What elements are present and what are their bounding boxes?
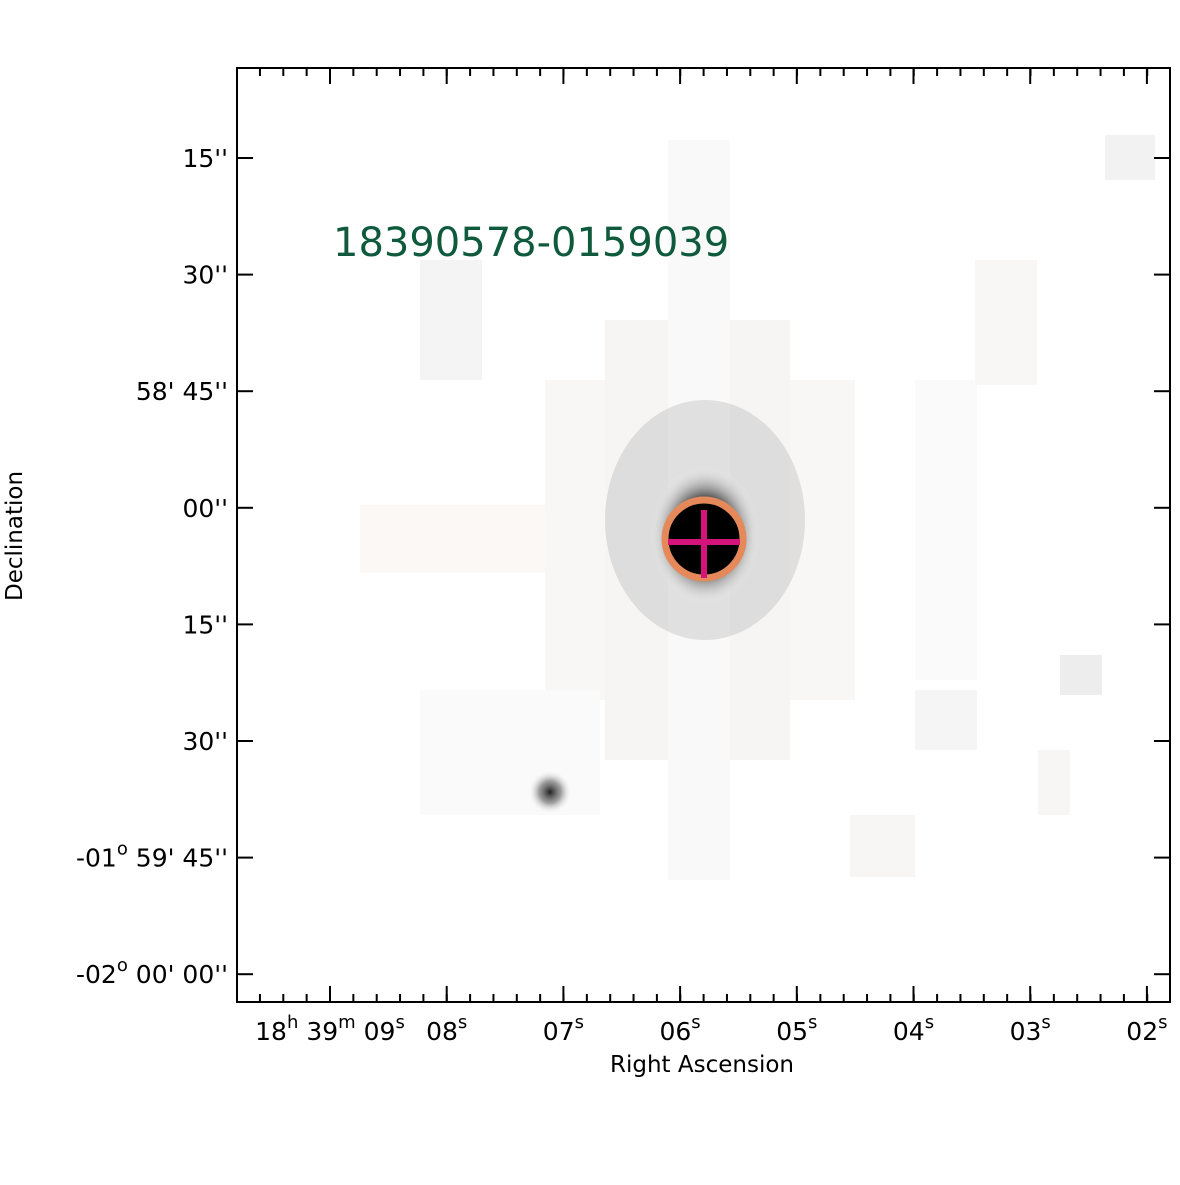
x-tick-label: 05s <box>776 1012 817 1046</box>
x-tick-label-part: h <box>287 1012 298 1033</box>
x-tick-label-part: s <box>575 1012 584 1033</box>
y-tick-label: 30'' <box>182 727 228 756</box>
x-tick-label-part: 06 <box>659 1017 691 1046</box>
y-tick-label-part: 15'' <box>182 144 228 173</box>
x-tick-label: 07s <box>543 1012 584 1046</box>
y-tick-label-part: o <box>117 955 128 976</box>
y-tick-label-part: 00' 00'' <box>128 960 228 989</box>
x-tick-label: 08s <box>426 1012 467 1046</box>
x-tick-label-part: 04 <box>893 1017 925 1046</box>
x-tick-label-part: 09 <box>356 1017 396 1046</box>
y-axis-label: Declination <box>2 471 28 601</box>
y-tick-label: 58' 45'' <box>136 377 228 406</box>
x-tick-label-part: s <box>808 1012 817 1033</box>
axis-ticks <box>237 68 1170 1002</box>
y-tick-label-part: 59' 45'' <box>128 844 228 873</box>
y-tick-label: 15'' <box>182 610 228 639</box>
x-tick-label-part: 07 <box>543 1017 575 1046</box>
y-tick-label-part: -02 <box>76 960 117 989</box>
x-tick-label-part: s <box>458 1012 467 1033</box>
source-label: 18390578-0159039 <box>333 220 729 266</box>
x-tick-label: 02s <box>1126 1012 1167 1046</box>
x-tick-label-part: 03 <box>1010 1017 1042 1046</box>
x-tick-label: 04s <box>893 1012 934 1046</box>
source-cross <box>668 510 740 578</box>
x-tick-label-part: s <box>1158 1012 1167 1033</box>
x-tick-label: 18h 39m 09s <box>255 1012 405 1046</box>
y-tick-label: 00'' <box>182 494 228 523</box>
x-tick-label-part: m <box>338 1012 356 1033</box>
y-tick-label: 15'' <box>182 144 228 173</box>
x-tick-label: 06s <box>659 1012 700 1046</box>
x-tick-label-part: 05 <box>776 1017 808 1046</box>
x-tick-label-part: 39 <box>298 1017 338 1046</box>
y-tick-label-part: 15'' <box>182 610 228 639</box>
x-tick-label-part: 18 <box>255 1017 287 1046</box>
x-tick-label-part: 02 <box>1126 1017 1158 1046</box>
x-tick-label-part: 08 <box>426 1017 458 1046</box>
x-tick-label-part: s <box>1041 1012 1050 1033</box>
y-tick-label-part: 30'' <box>182 727 228 756</box>
y-tick-label-part: -01 <box>76 844 117 873</box>
y-tick-label-part: o <box>117 839 128 860</box>
y-tick-label: 30'' <box>182 261 228 290</box>
y-tick-label: -02o 00' 00'' <box>76 955 228 989</box>
x-tick-label-part: s <box>691 1012 700 1033</box>
y-tick-label-part: 00'' <box>182 494 228 523</box>
x-axis-label: Right Ascension <box>610 1052 794 1078</box>
x-tick-label: 03s <box>1010 1012 1051 1046</box>
y-tick-label: -01o 59' 45'' <box>76 839 228 873</box>
y-tick-label-part: 58' 45'' <box>136 377 228 406</box>
y-tick-label-part: 30'' <box>182 261 228 290</box>
x-tick-label-part: s <box>925 1012 934 1033</box>
x-tick-label-part: s <box>395 1012 404 1033</box>
